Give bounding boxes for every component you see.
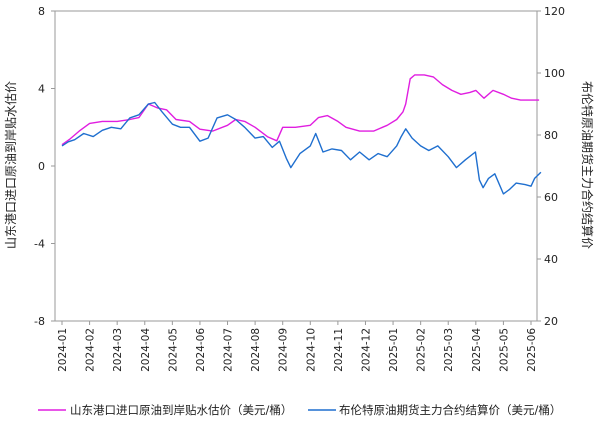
x-tick-label: 2024-01 bbox=[57, 328, 69, 372]
x-tick-label: 2024-05 bbox=[167, 328, 179, 372]
right-axis-label: 布伦特原油期货主力合约结算价 bbox=[580, 81, 595, 249]
left-tick-label: -8 bbox=[34, 315, 45, 328]
x-tick-label: 2024-03 bbox=[112, 328, 124, 372]
x-tick-label: 2024-08 bbox=[250, 328, 262, 372]
x-tick-label: 2024-11 bbox=[333, 328, 345, 372]
left-axis-label: 山东港口进口原油到岸贴水估价 bbox=[4, 81, 18, 249]
x-tick-label: 2025-05 bbox=[498, 328, 510, 372]
series-line-0 bbox=[61, 74, 540, 146]
plot-frame bbox=[54, 10, 538, 322]
x-tick-label: 2024-07 bbox=[223, 328, 235, 372]
right-tick-label: 60 bbox=[544, 191, 558, 204]
x-tick-label: 2024-06 bbox=[195, 328, 207, 372]
x-tick-label: 2025-06 bbox=[526, 328, 538, 372]
left-axis: 8 4 0 -4 -8 bbox=[34, 5, 55, 328]
x-tick-label: 2025-02 bbox=[416, 328, 428, 372]
left-tick-label: 4 bbox=[38, 83, 45, 96]
x-tick-label: 2025-04 bbox=[471, 328, 483, 372]
legend: 山东港口进口原油到岸贴水估价（美元/桶） 布伦特原油期货主力合约结算价（美元/桶… bbox=[38, 403, 561, 417]
left-tick-label: -4 bbox=[34, 238, 45, 251]
right-tick-label: 80 bbox=[544, 129, 558, 142]
left-tick-label: 0 bbox=[38, 160, 45, 173]
series-layer bbox=[61, 74, 542, 195]
right-tick-label: 100 bbox=[544, 67, 565, 80]
right-tick-label: 20 bbox=[544, 315, 558, 328]
x-axis: 2024-01 2024-02 2024-03 2024-04 2024-05 2024-… bbox=[57, 321, 538, 372]
series-line-1 bbox=[61, 101, 542, 195]
right-tick-label: 120 bbox=[544, 5, 565, 18]
x-tick-label: 2024-10 bbox=[305, 328, 317, 372]
x-tick-label: 2025-01 bbox=[388, 328, 400, 372]
legend-label-1: 布伦特原油期货主力合约结算价（美元/桶） bbox=[339, 403, 561, 417]
x-tick-label: 2024-04 bbox=[140, 328, 152, 372]
plot-area-border bbox=[54, 10, 538, 322]
x-tick-label: 2024-09 bbox=[278, 328, 290, 372]
x-tick-label: 2025-03 bbox=[443, 328, 455, 372]
left-tick-label: 8 bbox=[38, 5, 45, 18]
legend-label-0: 山东港口进口原油到岸贴水估价（美元/桶） bbox=[70, 403, 292, 417]
x-tick-label: 2024-02 bbox=[85, 328, 97, 372]
x-tick-label: 2024-12 bbox=[360, 328, 372, 372]
right-tick-label: 40 bbox=[544, 253, 558, 266]
right-axis: 120 100 80 60 40 20 bbox=[537, 5, 565, 328]
